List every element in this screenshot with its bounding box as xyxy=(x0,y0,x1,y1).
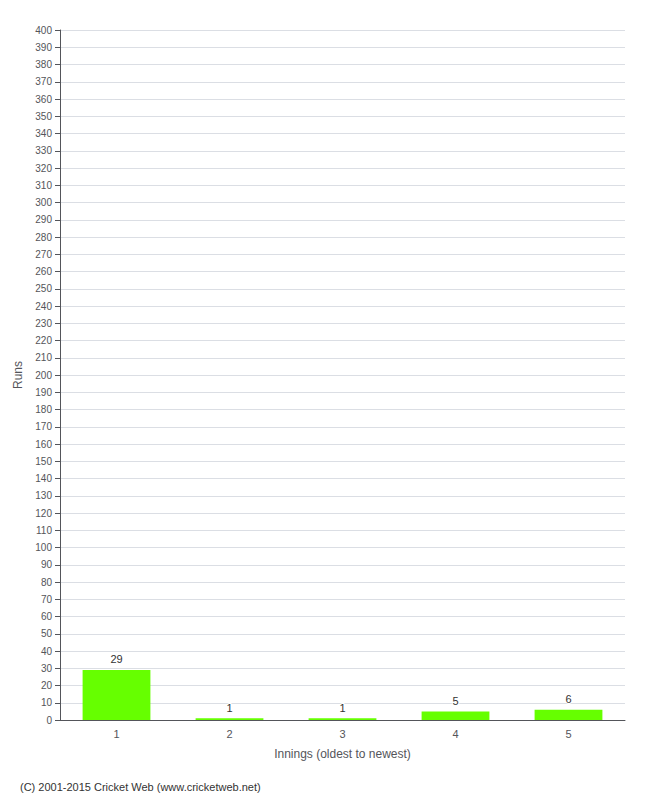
svg-text:110: 110 xyxy=(36,525,52,536)
svg-text:50: 50 xyxy=(41,628,53,639)
svg-text:10: 10 xyxy=(41,697,53,708)
svg-text:90: 90 xyxy=(41,559,53,570)
svg-text:60: 60 xyxy=(41,611,53,622)
svg-text:240: 240 xyxy=(35,301,52,312)
svg-text:80: 80 xyxy=(41,577,53,588)
svg-text:1: 1 xyxy=(339,702,345,714)
svg-text:220: 220 xyxy=(35,335,52,346)
svg-text:3: 3 xyxy=(339,728,345,740)
svg-text:370: 370 xyxy=(35,76,52,87)
svg-text:2: 2 xyxy=(226,728,232,740)
svg-text:40: 40 xyxy=(41,646,53,657)
svg-text:1: 1 xyxy=(226,702,232,714)
svg-text:5: 5 xyxy=(565,728,571,740)
svg-text:130: 130 xyxy=(35,490,52,501)
svg-text:1: 1 xyxy=(113,728,119,740)
svg-text:150: 150 xyxy=(35,456,52,467)
svg-text:270: 270 xyxy=(35,249,52,260)
svg-text:4: 4 xyxy=(452,728,458,740)
svg-text:360: 360 xyxy=(35,94,52,105)
svg-text:170: 170 xyxy=(35,421,52,432)
svg-text:160: 160 xyxy=(35,439,52,450)
svg-text:380: 380 xyxy=(35,59,52,70)
svg-text:280: 280 xyxy=(35,232,52,243)
svg-text:290: 290 xyxy=(35,214,52,225)
svg-text:390: 390 xyxy=(35,42,52,53)
svg-text:190: 190 xyxy=(35,387,52,398)
svg-text:350: 350 xyxy=(35,111,52,122)
svg-text:250: 250 xyxy=(35,283,52,294)
svg-text:Innings (oldest to newest): Innings (oldest to newest) xyxy=(274,747,411,761)
svg-text:100: 100 xyxy=(35,542,52,553)
svg-text:230: 230 xyxy=(35,318,52,329)
svg-text:5: 5 xyxy=(452,695,458,707)
svg-text:400: 400 xyxy=(35,25,52,36)
svg-text:70: 70 xyxy=(41,594,53,605)
svg-text:340: 340 xyxy=(35,128,52,139)
svg-text:20: 20 xyxy=(41,680,53,691)
svg-text:180: 180 xyxy=(35,404,52,415)
svg-text:330: 330 xyxy=(35,145,52,156)
svg-text:(C) 2001-2015 Cricket Web (www: (C) 2001-2015 Cricket Web (www.cricketwe… xyxy=(20,781,261,793)
svg-text:29: 29 xyxy=(110,653,122,665)
svg-text:320: 320 xyxy=(35,163,52,174)
svg-text:210: 210 xyxy=(35,352,52,363)
svg-text:Runs: Runs xyxy=(11,361,25,389)
svg-text:260: 260 xyxy=(35,266,52,277)
svg-text:30: 30 xyxy=(41,663,53,674)
svg-text:6: 6 xyxy=(565,693,571,705)
svg-text:200: 200 xyxy=(35,370,52,381)
svg-text:140: 140 xyxy=(35,473,52,484)
svg-text:0: 0 xyxy=(46,715,52,726)
svg-text:120: 120 xyxy=(35,508,52,519)
svg-text:310: 310 xyxy=(35,180,52,191)
svg-text:300: 300 xyxy=(35,197,52,208)
